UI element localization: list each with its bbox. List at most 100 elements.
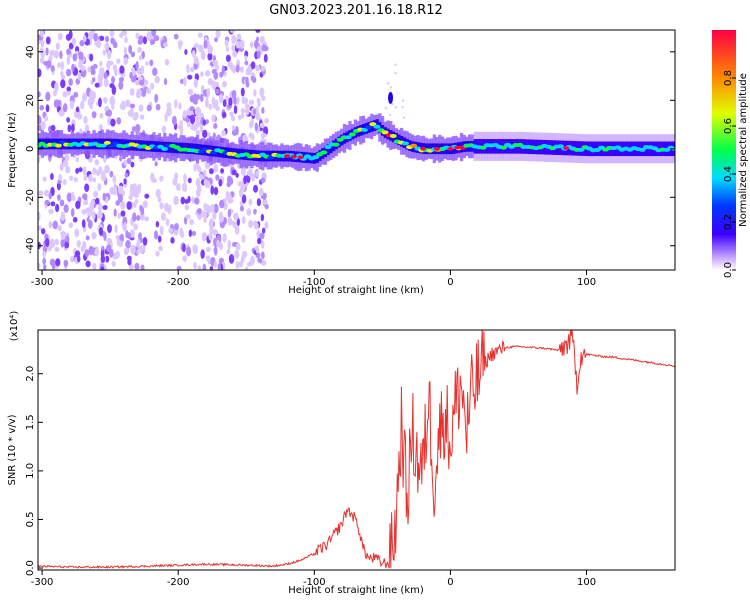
noise-dot (87, 219, 93, 229)
noise-dot (186, 121, 191, 128)
snr-y-label: SNR (10 * v/v) (7, 414, 18, 485)
noise-dot (236, 217, 240, 227)
noise-dot (58, 109, 65, 117)
noise-dot (62, 102, 68, 113)
snr-marks (38, 330, 675, 570)
noise-dot (87, 66, 91, 73)
noise-dot (134, 262, 140, 270)
ridge-core (198, 144, 202, 155)
ridge-peak (447, 146, 454, 151)
noise-dot (116, 239, 122, 247)
noise-dot (77, 113, 83, 120)
noise-dot (258, 258, 262, 264)
noise-dot (82, 240, 87, 251)
noise-dot (221, 80, 227, 88)
noise-dot (77, 72, 82, 81)
noise-dot (92, 167, 97, 176)
noise-dot (142, 236, 148, 246)
noise-dot (212, 212, 217, 220)
noise-dot (100, 255, 106, 263)
noise-dot (387, 82, 390, 85)
spectrogram-frame (37, 29, 676, 271)
noise-dot (45, 104, 50, 113)
noise-dot (213, 71, 219, 80)
noise-dot (42, 176, 47, 182)
noise-dot (57, 62, 61, 68)
noise-dot (199, 124, 204, 133)
y-tick-label: -40 (25, 238, 36, 254)
noise-dot (178, 102, 182, 110)
noise-dot (136, 214, 141, 221)
ridge-blob (389, 134, 397, 139)
noise-dot (146, 104, 152, 112)
noise-dot (90, 68, 96, 76)
noise-dot (53, 99, 60, 108)
noise-dot (197, 265, 202, 270)
noise-dot (155, 188, 161, 199)
noise-dot (155, 220, 160, 228)
noise-dot (255, 64, 261, 72)
noise-dot (97, 202, 102, 212)
noise-dot (245, 174, 251, 184)
noise-dot (254, 39, 259, 49)
noise-dot (240, 108, 246, 114)
noise-dot (182, 110, 187, 119)
noise-dot (81, 92, 87, 102)
noise-dot (166, 102, 172, 108)
snr-line (38, 330, 675, 570)
noise-dot (201, 232, 207, 242)
noise-dot (264, 118, 269, 124)
y-tick-label: 40 (25, 45, 36, 58)
noise-dot (176, 183, 181, 192)
noise-dot (128, 44, 133, 54)
noise-dot (79, 128, 83, 136)
noise-dot (85, 260, 91, 268)
noise-dot (126, 158, 132, 165)
noise-dot (112, 175, 117, 184)
noise-dot (204, 70, 211, 77)
noise-dot (52, 220, 58, 230)
noise-dot (235, 243, 241, 251)
noise-dot (91, 111, 97, 119)
ridge-blob (320, 150, 328, 155)
noise-dot (208, 168, 214, 175)
noise-dot (256, 50, 261, 59)
noise-dot (231, 34, 237, 45)
noise-dot (159, 202, 164, 210)
ridge-core (397, 134, 401, 146)
noise-dot (113, 182, 117, 193)
noise-dot (69, 255, 75, 263)
noise-dot (129, 103, 136, 109)
noise-dot (90, 200, 95, 206)
noise-dot (207, 52, 213, 61)
noise-dot (244, 103, 250, 109)
noise-dot (104, 42, 110, 51)
noise-dot (250, 61, 256, 70)
noise-dot (213, 186, 219, 196)
noise-dot (244, 266, 249, 270)
noise-dot (42, 257, 46, 266)
noise-dot (170, 237, 175, 244)
ridge-blob (54, 143, 62, 148)
noise-dot (178, 42, 182, 50)
noise-dot (68, 30, 73, 40)
noise-dot (389, 86, 393, 89)
noise-dot (111, 104, 115, 110)
noise-dot (200, 71, 204, 77)
y-tick-label: 1.0 (25, 463, 36, 479)
noise-dot (52, 89, 58, 97)
noise-dot (48, 208, 54, 214)
noise-dot (62, 91, 68, 98)
noise-dot (92, 77, 96, 83)
noise-dot (244, 55, 248, 61)
noise-dot (144, 79, 149, 86)
noise-dot (129, 71, 133, 79)
noise-dot (89, 53, 94, 62)
noise-dot (102, 49, 107, 56)
noise-dot (209, 265, 214, 270)
noise-dot (126, 201, 132, 210)
noise-dot (57, 194, 61, 201)
noise-dot (231, 44, 236, 52)
ridge-blob (402, 141, 409, 146)
